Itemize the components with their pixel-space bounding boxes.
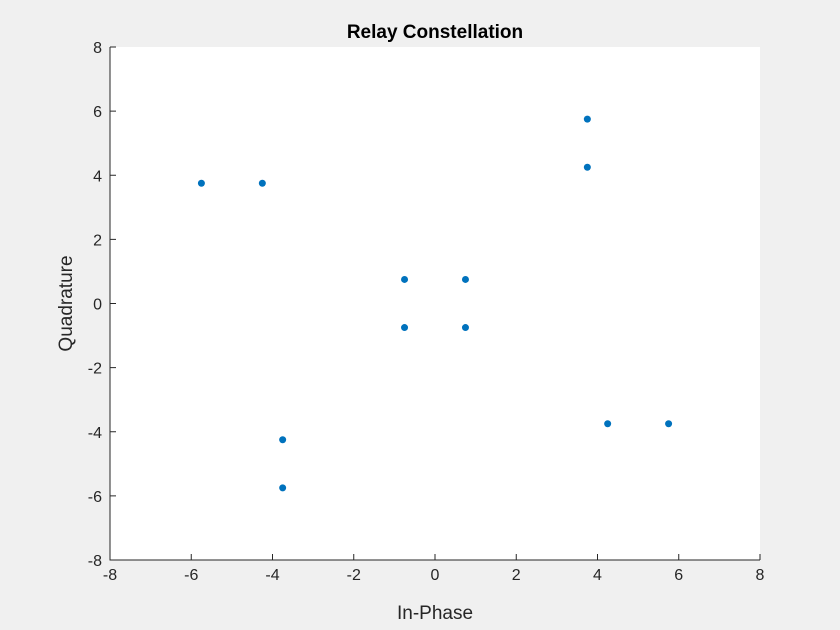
- x-axis-label: In-Phase: [397, 603, 473, 624]
- y-tick-label: -4: [88, 425, 102, 442]
- axes-frame: [109, 47, 760, 561]
- data-point: [197, 179, 205, 187]
- data-points: [197, 115, 673, 492]
- x-tick-label: 8: [756, 567, 765, 584]
- ticks: -8 -6 -4 -2 0 2 4 6 8 -8 -6 -4 -2 0 2 4 6 8: [88, 40, 765, 584]
- x-tick-label: 4: [593, 567, 602, 584]
- data-point: [583, 163, 591, 171]
- chart-title: Relay Constellation: [347, 22, 523, 43]
- x-tick-label: 6: [674, 567, 683, 584]
- y-tick-label: -2: [88, 361, 102, 378]
- x-tick-label: -2: [347, 567, 361, 584]
- y-tick-label: 4: [93, 168, 102, 185]
- data-point: [279, 436, 287, 444]
- data-point: [461, 275, 469, 283]
- data-point: [583, 115, 591, 123]
- x-tick-label: 2: [512, 567, 521, 584]
- data-point: [461, 324, 469, 332]
- plot-area: [110, 47, 760, 560]
- data-point: [258, 179, 266, 187]
- y-tick-label: 6: [93, 104, 102, 121]
- data-point: [665, 420, 673, 428]
- y-tick-label: 8: [93, 40, 102, 57]
- x-tick-label: -6: [184, 567, 198, 584]
- y-axis-label: Quadrature: [56, 255, 77, 351]
- x-tick-label: -4: [265, 567, 279, 584]
- y-tick-label: 2: [93, 232, 102, 249]
- y-tick-label: -8: [88, 553, 102, 570]
- x-tick-label: -8: [103, 567, 117, 584]
- y-tick-label: -6: [88, 489, 102, 506]
- data-point: [279, 484, 287, 492]
- y-tick-label: 0: [93, 297, 102, 314]
- data-point: [604, 420, 612, 428]
- data-point: [401, 275, 409, 283]
- x-tick-label: 0: [431, 567, 440, 584]
- data-point: [401, 324, 409, 332]
